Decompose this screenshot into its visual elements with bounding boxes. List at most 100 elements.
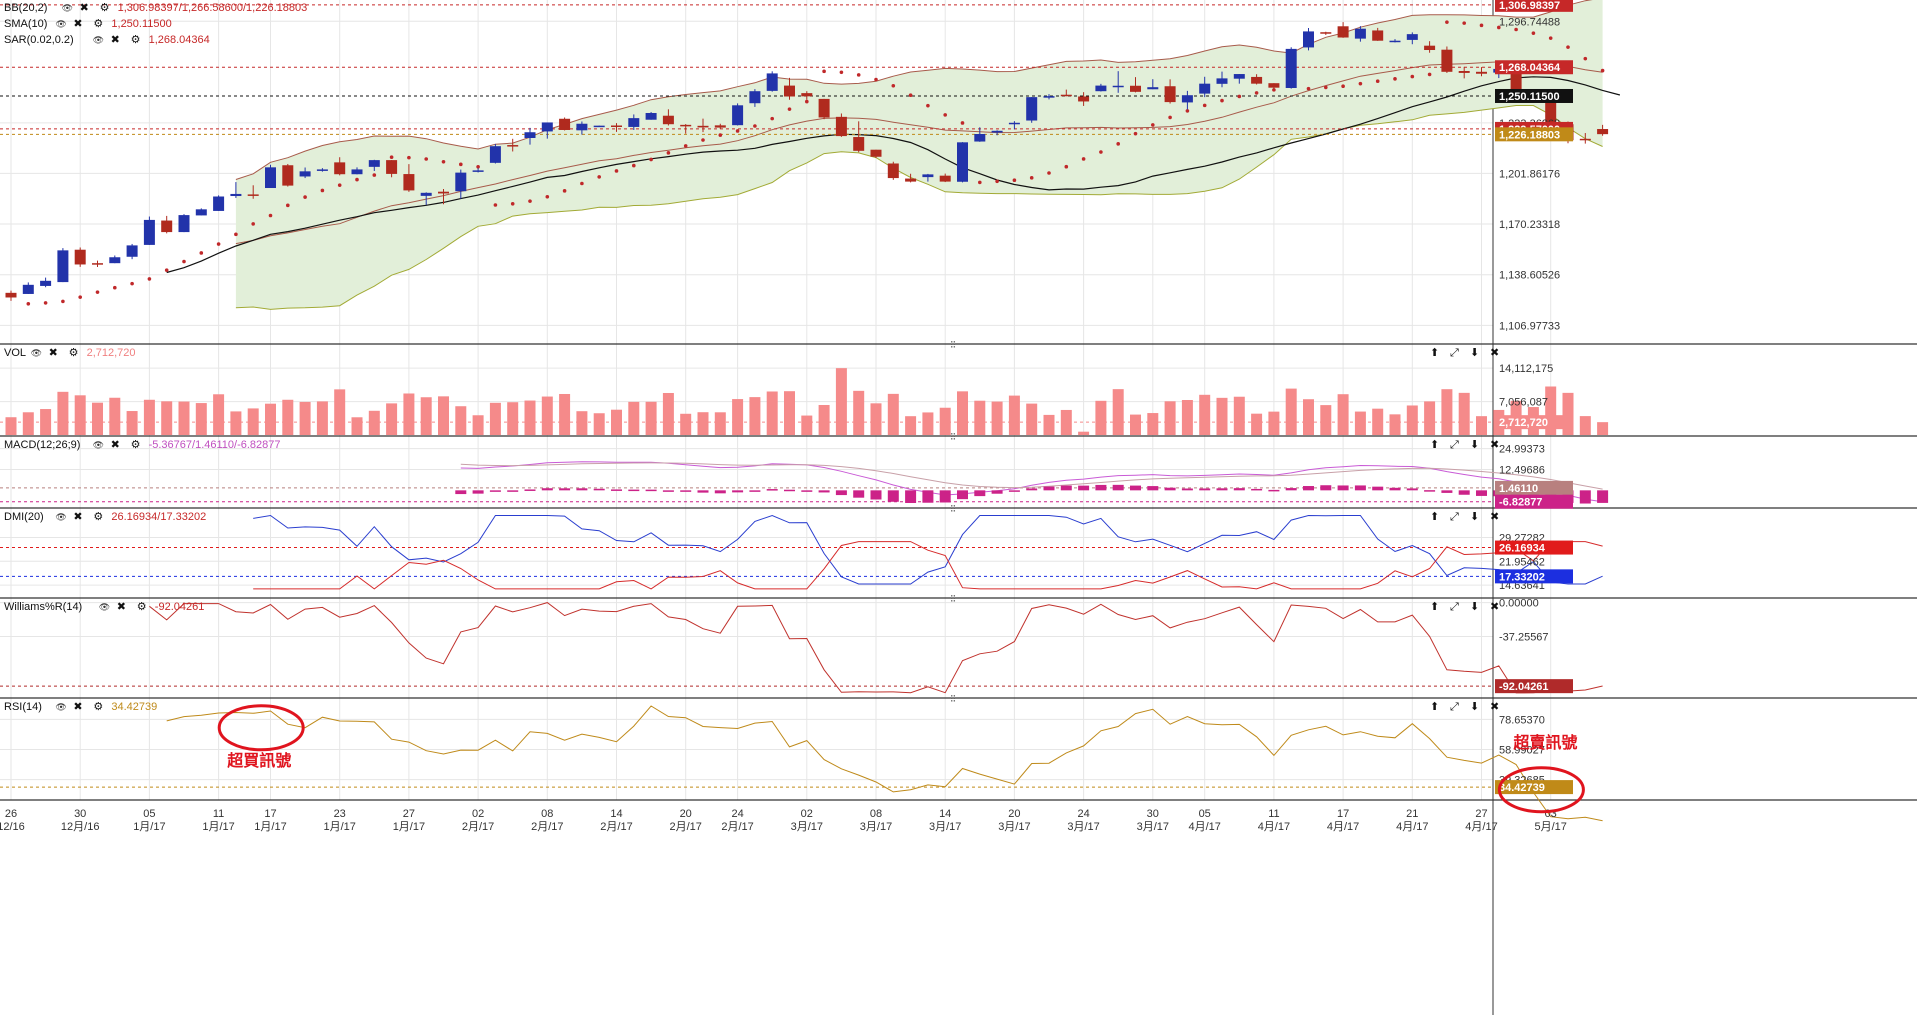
close-icon: ✖ xyxy=(1490,701,1499,713)
volume-bar xyxy=(1337,394,1349,435)
x-axis-month-label: 4月/17 xyxy=(1327,821,1359,833)
maximize-icon: ⤢ xyxy=(1450,701,1459,713)
price-indicator-name: BB(20,2) xyxy=(4,2,47,14)
price-tag xyxy=(1495,494,1573,509)
volume-bar xyxy=(40,409,52,435)
sar-dot xyxy=(61,299,65,304)
x-axis-day-label: 24 xyxy=(1077,808,1089,820)
panel-resize-handle: ⠿ xyxy=(950,340,957,350)
candle-up xyxy=(645,112,657,120)
macd-histogram-bar xyxy=(766,489,778,491)
candle-down xyxy=(905,178,917,182)
candle-up xyxy=(1285,48,1297,88)
macd-histogram-bar xyxy=(818,490,830,493)
x-axis-day-label: 23 xyxy=(334,808,346,820)
volume-bar xyxy=(247,408,259,435)
sar-dot xyxy=(1531,31,1536,35)
volume-bar xyxy=(195,403,207,435)
sar-dot xyxy=(182,259,186,264)
volume-bar xyxy=(74,395,86,435)
x-axis-month-label: 3月/17 xyxy=(929,821,961,833)
sar-dot xyxy=(1185,109,1190,113)
x-axis-day-label: 05 xyxy=(143,808,155,820)
candle-down xyxy=(92,263,103,265)
wr-indicator-value: -92.04261 xyxy=(155,601,205,613)
volume-bar xyxy=(974,400,986,435)
maximize-icon: ⤢ xyxy=(1450,601,1459,613)
x-axis-month-label: 4月/17 xyxy=(1396,821,1428,833)
macd-histogram-bar xyxy=(611,489,622,491)
candle-down xyxy=(611,125,622,127)
volume-bar xyxy=(1026,403,1038,435)
macd-histogram-bar xyxy=(784,489,795,492)
sar-dot xyxy=(632,163,636,168)
eye-icon: 👁 xyxy=(93,35,104,45)
macd-histogram-bar xyxy=(1458,490,1470,495)
candle-up xyxy=(40,280,52,286)
price-tag-label: 2,712,720 xyxy=(1499,417,1548,429)
volume-bar xyxy=(732,399,744,435)
macd-histogram-bar xyxy=(472,490,484,494)
price-tag-label: 1,226.18803 xyxy=(1499,129,1560,141)
macd-histogram-bar xyxy=(1285,488,1297,491)
candle-down xyxy=(818,98,830,118)
volume-bar xyxy=(766,391,778,435)
price-tag-label: 26.16934 xyxy=(1499,543,1546,555)
price-tag xyxy=(1495,540,1573,555)
volume-bar xyxy=(455,406,467,435)
candle-up xyxy=(576,123,588,131)
volume-bar xyxy=(178,401,190,435)
macd-histogram-bar xyxy=(853,490,865,498)
panel-resize-handle: ⠿ xyxy=(950,432,957,442)
candle-down xyxy=(438,191,449,194)
candle-up xyxy=(1181,95,1193,103)
candle-down xyxy=(1510,69,1522,91)
sar-dot xyxy=(1012,178,1017,183)
candle-down xyxy=(386,160,398,174)
sar-dot xyxy=(891,83,896,88)
x-axis-day-label: 20 xyxy=(680,808,692,820)
volume-bar xyxy=(1130,414,1141,435)
candle-down xyxy=(835,116,847,137)
volume-bar xyxy=(1354,411,1366,435)
eye-icon: 👁 xyxy=(99,602,110,612)
sar-dot xyxy=(1566,45,1570,49)
sar-dot xyxy=(234,232,238,237)
x-axis-month-label: 12/16 xyxy=(0,821,25,833)
price-tag-label: -92.04261 xyxy=(1499,681,1549,693)
volume-bar xyxy=(143,399,155,435)
eye-icon: 👁 xyxy=(55,19,66,29)
dmi-axis-tick-label: 21.95462 xyxy=(1499,556,1545,568)
macd-histogram-bar xyxy=(1199,488,1211,491)
candle-up xyxy=(593,125,605,128)
macd-histogram-bar xyxy=(1043,486,1055,491)
volume-bar xyxy=(5,417,17,435)
close-icon: ✖ xyxy=(80,2,89,14)
sar-dot xyxy=(649,157,653,162)
move-up-icon: ⬆ xyxy=(1430,511,1439,523)
candle-up xyxy=(57,250,69,283)
bollinger-upper-line xyxy=(235,0,1593,180)
macd-histogram-bar xyxy=(939,490,951,503)
sar-dot xyxy=(476,164,480,169)
sar-dot xyxy=(683,144,688,148)
price-axis-tick-label: 1,201.86176 xyxy=(1499,168,1560,180)
close-icon: ✖ xyxy=(73,18,82,30)
volume-bar xyxy=(1545,386,1557,435)
volume-bar xyxy=(1251,413,1263,435)
sar-dot xyxy=(856,73,861,77)
candle-down xyxy=(662,115,674,125)
sar-dot xyxy=(493,203,498,207)
x-axis-day-label: 20 xyxy=(1008,808,1020,820)
x-axis-day-label: 21 xyxy=(1406,808,1418,820)
sar-dot xyxy=(1151,123,1155,127)
volume-bar xyxy=(611,409,622,435)
x-axis-month-label: 5月/17 xyxy=(1534,821,1566,833)
candle-down xyxy=(1424,45,1436,51)
volume-bar xyxy=(749,397,761,435)
candle-down xyxy=(887,163,899,179)
price-indicator-value: 1,268.04364 xyxy=(149,34,210,46)
macd-signal-line xyxy=(460,462,1603,490)
x-axis-month-label: 3月/17 xyxy=(860,821,892,833)
macd-histogram-bar xyxy=(1441,490,1453,493)
